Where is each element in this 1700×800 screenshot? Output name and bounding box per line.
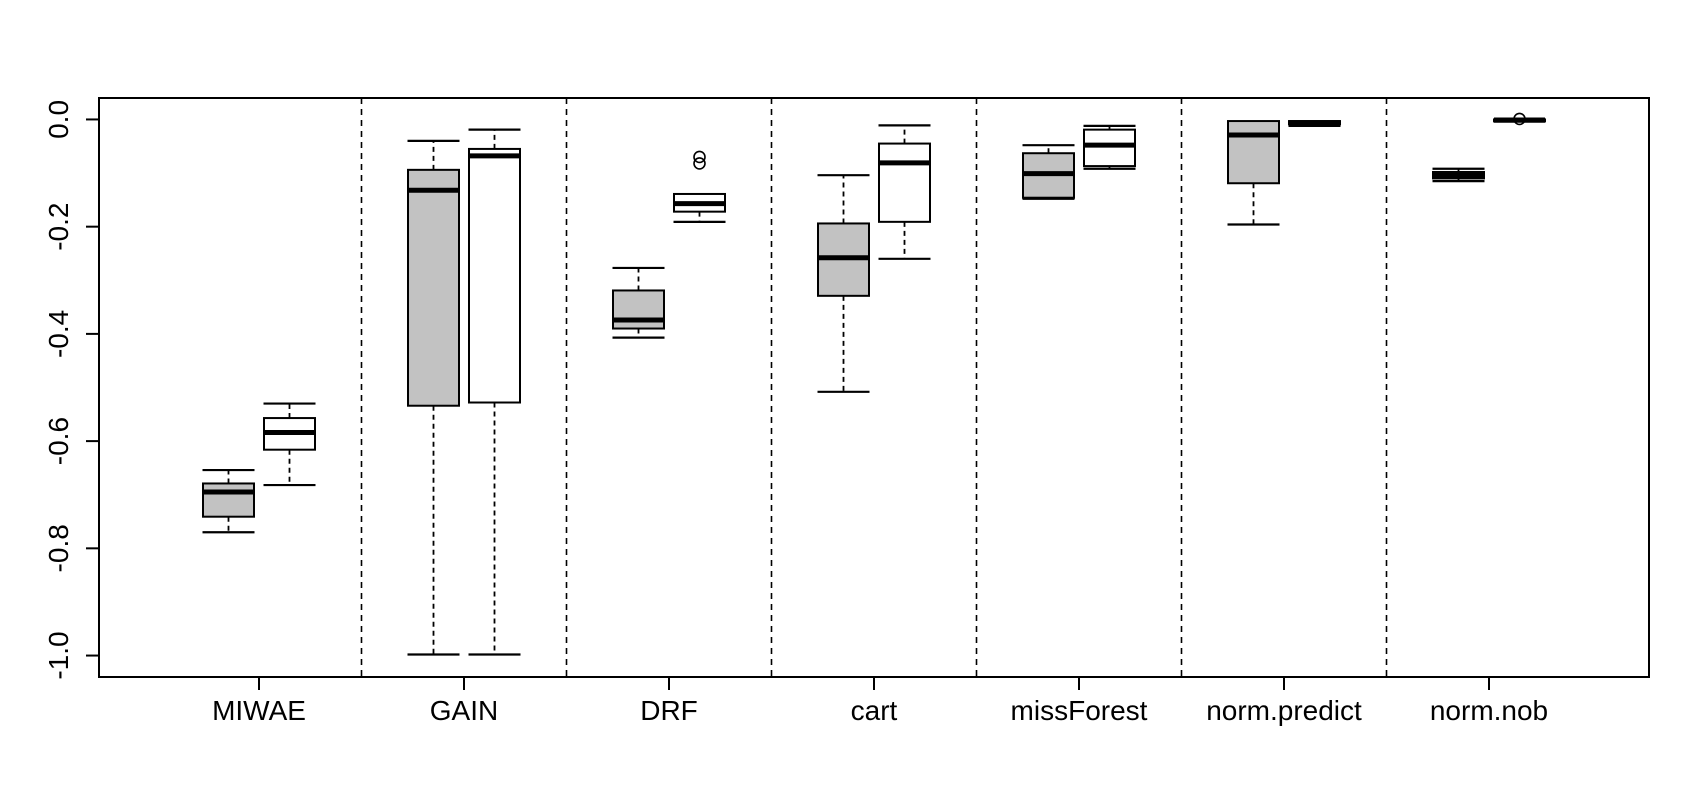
x-axis-label: missForest <box>1011 695 1148 726</box>
y-axis-tick-label: -0.2 <box>43 203 74 251</box>
outlier-point <box>1513 112 1526 126</box>
white-box <box>878 142 931 223</box>
plot-border <box>98 97 1650 678</box>
x-axis-label: cart <box>851 695 898 726</box>
y-axis-tick-label: -0.8 <box>43 524 74 572</box>
gray-box <box>407 168 460 407</box>
x-axis-label: norm.nob <box>1430 695 1548 726</box>
y-axis-tick-label: 0.0 <box>43 100 74 139</box>
y-axis-tick-label: -1.0 <box>43 631 74 679</box>
outlier-point <box>693 157 706 170</box>
y-axis-tick-label: -0.6 <box>43 417 74 465</box>
white-box <box>1083 128 1136 168</box>
y-axis-tick-label: -0.4 <box>43 310 74 358</box>
gray-box <box>1227 120 1280 185</box>
x-axis-label: DRF <box>640 695 698 726</box>
gray-box <box>202 482 255 518</box>
outlier-point <box>693 150 706 164</box>
gray-box <box>612 289 665 330</box>
white-box <box>468 147 521 404</box>
x-axis-label: norm.predict <box>1206 695 1362 726</box>
x-axis-label: GAIN <box>430 695 498 726</box>
x-axis-label: MIWAE <box>212 695 306 726</box>
